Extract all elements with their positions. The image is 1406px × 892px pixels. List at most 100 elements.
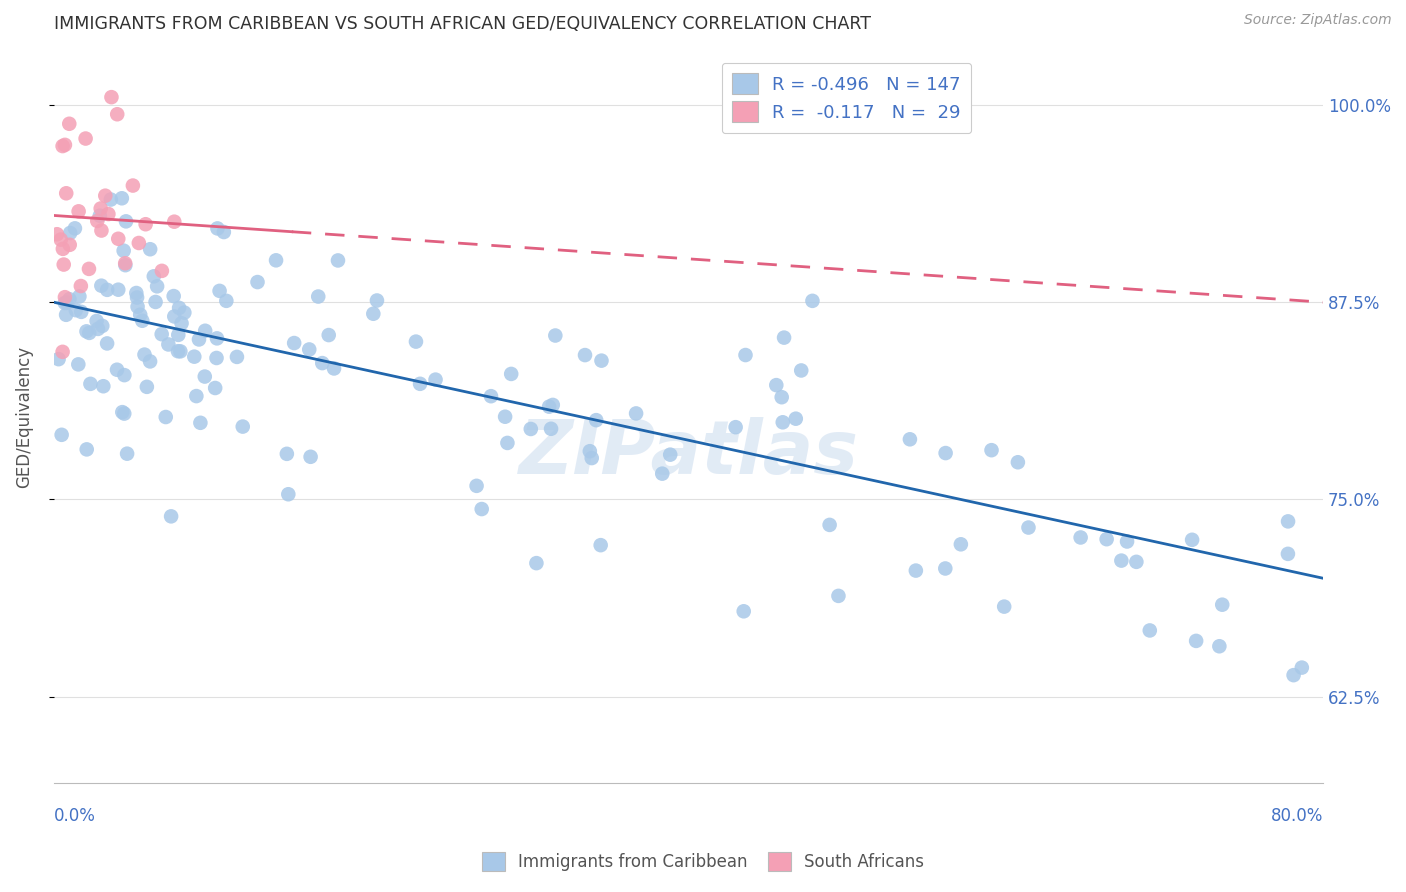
Point <box>194 369 217 384</box>
Point <box>1291 660 1313 674</box>
Point <box>204 381 226 395</box>
Point <box>150 327 173 342</box>
Point <box>980 443 1002 458</box>
Point <box>1277 515 1299 529</box>
Point <box>90 278 112 293</box>
Point <box>59 237 82 252</box>
Text: 0.0%: 0.0% <box>53 807 96 825</box>
Point <box>898 432 921 446</box>
Point <box>52 139 75 153</box>
Point <box>52 242 75 256</box>
Point <box>949 537 972 551</box>
Point <box>114 256 136 270</box>
Point <box>772 415 794 429</box>
Point <box>264 253 287 268</box>
Point <box>299 450 322 464</box>
Point <box>51 427 73 442</box>
Point <box>90 202 112 216</box>
Point <box>55 295 77 310</box>
Point <box>96 283 118 297</box>
Point <box>277 487 299 501</box>
Point <box>52 258 75 272</box>
Point <box>1017 520 1039 534</box>
Point <box>163 289 186 303</box>
Point <box>169 344 191 359</box>
Point <box>934 561 956 575</box>
Point <box>112 407 135 421</box>
Point <box>96 336 118 351</box>
Point <box>170 316 193 330</box>
Point <box>541 398 564 412</box>
Point <box>89 209 111 223</box>
Point <box>91 379 114 393</box>
Point <box>1211 598 1233 612</box>
Point <box>773 330 796 344</box>
Point <box>405 334 427 349</box>
Point <box>1185 633 1208 648</box>
Point <box>205 331 228 345</box>
Point <box>801 293 824 308</box>
Point <box>194 324 217 338</box>
Point <box>46 227 69 242</box>
Point <box>79 376 101 391</box>
Point <box>659 448 682 462</box>
Point <box>323 361 346 376</box>
Point <box>540 422 562 436</box>
Point <box>135 217 157 231</box>
Point <box>207 221 229 235</box>
Point <box>86 314 108 328</box>
Point <box>366 293 388 308</box>
Legend: R = -0.496   N = 147, R =  -0.117   N =  29: R = -0.496 N = 147, R = -0.117 N = 29 <box>721 62 972 133</box>
Point <box>183 350 205 364</box>
Point <box>765 378 787 392</box>
Point <box>105 362 128 376</box>
Point <box>105 107 128 121</box>
Point <box>1111 553 1133 567</box>
Point <box>163 215 186 229</box>
Point <box>363 307 385 321</box>
Point <box>574 348 596 362</box>
Point <box>100 193 122 207</box>
Point <box>150 264 173 278</box>
Point <box>173 305 195 319</box>
Point <box>111 405 134 419</box>
Point <box>76 442 98 457</box>
Point <box>67 357 90 371</box>
Point <box>58 292 80 306</box>
Point <box>63 221 86 235</box>
Point <box>59 226 82 240</box>
Point <box>79 326 101 340</box>
Point <box>496 436 519 450</box>
Point <box>724 420 747 434</box>
Point <box>146 279 169 293</box>
Point <box>58 117 80 131</box>
Point <box>107 232 129 246</box>
Point <box>112 368 135 383</box>
Point <box>67 204 90 219</box>
Text: Source: ZipAtlas.com: Source: ZipAtlas.com <box>1244 13 1392 28</box>
Point <box>318 328 340 343</box>
Point <box>53 290 76 304</box>
Point <box>581 451 603 466</box>
Point <box>326 253 349 268</box>
Point <box>283 336 305 351</box>
Point <box>142 269 165 284</box>
Point <box>67 289 90 303</box>
Point <box>1095 532 1118 546</box>
Point <box>160 509 183 524</box>
Point <box>134 348 156 362</box>
Point <box>276 447 298 461</box>
Point <box>1282 668 1305 682</box>
Point <box>1208 639 1230 653</box>
Point <box>52 344 75 359</box>
Point <box>409 376 432 391</box>
Point <box>465 479 488 493</box>
Point <box>48 352 70 367</box>
Point <box>167 344 190 359</box>
Point <box>111 191 134 205</box>
Point <box>733 604 755 618</box>
Point <box>311 356 333 370</box>
Point <box>1116 534 1139 549</box>
Point <box>70 305 93 319</box>
Point <box>87 322 110 336</box>
